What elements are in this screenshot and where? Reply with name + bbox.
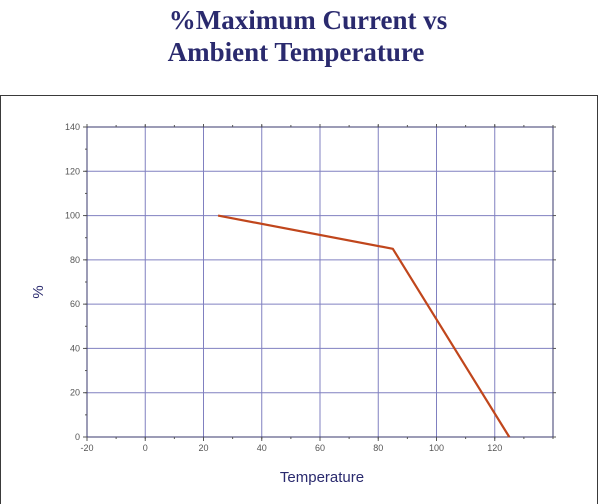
grid-lines (86, 126, 553, 438)
x-tick-label: -20 (80, 443, 93, 453)
chart-title-line2: Ambient Temperature (167, 37, 425, 67)
y-tick-label: 100 (65, 211, 80, 221)
y-tick-label: 60 (70, 299, 80, 309)
x-tick-label: 100 (429, 443, 444, 453)
y-tick-label: 0 (75, 432, 80, 442)
chart-title-line1: %Maximum Current vs (168, 5, 448, 35)
y-axis-label: % (30, 285, 47, 298)
series-group (217, 214, 511, 438)
y-tick-label: 40 (70, 343, 80, 353)
x-axis-label: Temperature (280, 469, 364, 486)
chart-title: %Maximum Current vs Ambient Temperature (0, 4, 598, 68)
x-tick-label: 40 (257, 443, 267, 453)
y-tick-label: 140 (65, 122, 80, 132)
x-tick-label: 20 (198, 443, 208, 453)
x-tick-label: 120 (487, 443, 502, 453)
axis-ticks (83, 124, 556, 441)
x-tick-label: 60 (315, 443, 325, 453)
x-tick-labels: -20 0 20 40 60 80 100 120 (80, 443, 502, 453)
x-tick-label: 80 (373, 443, 383, 453)
series-line-0 (217, 214, 511, 438)
y-tick-label: 80 (70, 255, 80, 265)
x-tick-label: 0 (143, 443, 148, 453)
y-tick-label: 20 (70, 388, 80, 398)
y-tick-labels: 0 20 40 60 80 100 120 140 (65, 122, 80, 442)
y-tick-label: 120 (65, 166, 80, 176)
